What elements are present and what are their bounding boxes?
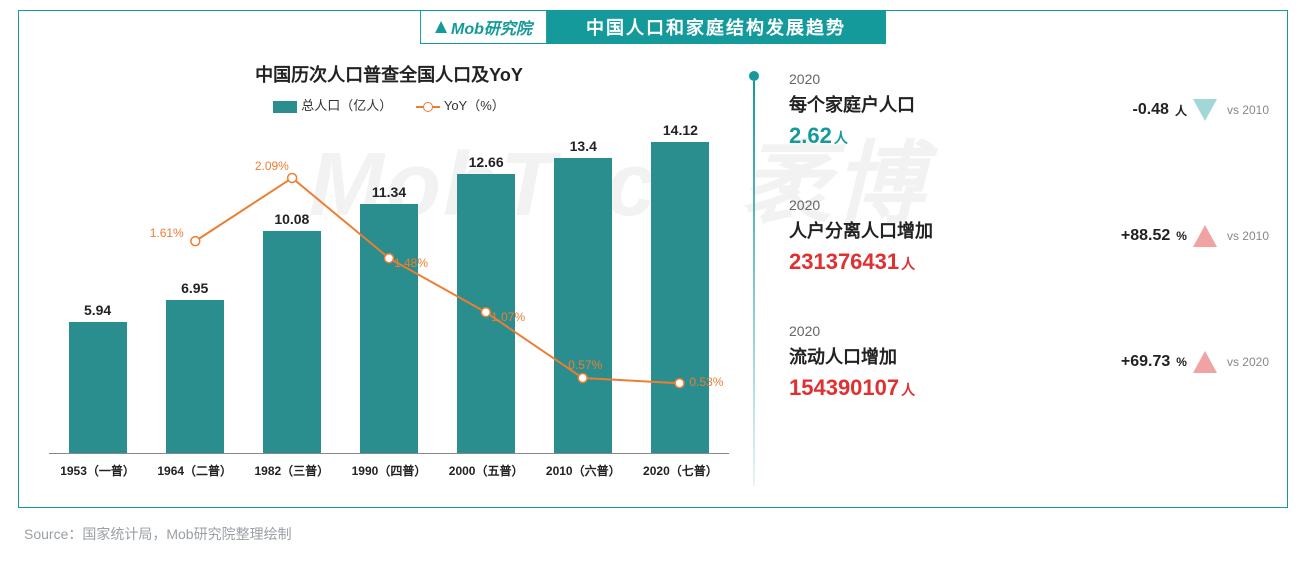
line-point-label: 1.07% bbox=[491, 310, 525, 324]
chart-title: 中国历次人口普查全国人口及YoY bbox=[49, 61, 729, 87]
stat-label: 流动人口增加 bbox=[789, 343, 915, 369]
stat-block: 2020 人户分离人口增加 231376431人 +88.52% vs 2010 bbox=[789, 197, 1269, 275]
arrow-down-icon bbox=[1193, 99, 1217, 121]
stat-label: 每个家庭户人口 bbox=[789, 91, 915, 117]
bar bbox=[554, 158, 612, 453]
bar-value-label: 13.4 bbox=[570, 138, 597, 154]
bar bbox=[360, 204, 418, 453]
stat-block: 2020 每个家庭户人口 2.62人 -0.48 人 vs 2010 bbox=[789, 71, 1269, 149]
line-point-label: 0.57% bbox=[568, 358, 602, 372]
x-tick-label: 2000（五普） bbox=[439, 462, 533, 479]
bar bbox=[651, 142, 709, 453]
x-axis-labels: 1953（一普）1964（二普）1982（三普）1990（四普）2000（五普）… bbox=[49, 454, 729, 479]
divider-dot-icon bbox=[749, 71, 759, 81]
stat-value: 154390107人 bbox=[789, 375, 915, 401]
page-title: 中国人口和家庭结构发展趋势 bbox=[546, 10, 886, 44]
stat-delta-value: -0.48 bbox=[1132, 101, 1168, 119]
legend-bar: 总人口（亿人） bbox=[273, 98, 396, 113]
line-swatch-icon bbox=[416, 106, 440, 108]
chart-legend: 总人口（亿人） YoY（%） bbox=[49, 95, 729, 114]
stat-delta: -0.48 人 vs 2010 bbox=[1132, 99, 1269, 121]
stat-delta: +88.52% vs 2010 bbox=[1121, 225, 1269, 247]
x-tick-label: 2010（六普） bbox=[536, 462, 630, 479]
bar-slot: 14.12 bbox=[645, 122, 715, 453]
stat-vs: vs 2010 bbox=[1227, 103, 1269, 117]
bar-value-label: 5.94 bbox=[84, 302, 111, 318]
bar-value-label: 14.12 bbox=[663, 122, 698, 138]
x-tick-label: 1990（四普） bbox=[342, 462, 436, 479]
divider-line bbox=[753, 81, 755, 486]
bar bbox=[166, 300, 224, 453]
bar-slot: 6.95 bbox=[160, 280, 230, 453]
bar-slot: 5.94 bbox=[63, 302, 133, 453]
chart-plot: 5.94 6.95 10.08 11.34 12.66 13.4 14.12 1.61% 2.… bbox=[49, 124, 729, 454]
stat-vs: vs 2020 bbox=[1227, 355, 1269, 369]
bar-slot: 11.34 bbox=[354, 184, 424, 453]
stat-delta-unit: % bbox=[1176, 229, 1187, 243]
bars-row: 5.94 6.95 10.08 11.34 12.66 13.4 14.12 bbox=[49, 124, 729, 453]
arrow-up-icon bbox=[1193, 351, 1217, 373]
stat-unit: 人 bbox=[834, 130, 848, 146]
legend-bar-label: 总人口（亿人） bbox=[301, 98, 392, 113]
bar-value-label: 11.34 bbox=[372, 184, 406, 200]
bar-value-label: 12.66 bbox=[469, 154, 504, 170]
stat-delta: +69.73% vs 2020 bbox=[1121, 351, 1269, 373]
stat-left: 2020 流动人口增加 154390107人 bbox=[789, 323, 915, 401]
bar-slot: 10.08 bbox=[257, 211, 327, 453]
bar bbox=[69, 322, 127, 453]
stat-year: 2020 bbox=[789, 323, 915, 339]
arrow-up-icon bbox=[1193, 225, 1217, 247]
chart-area: 中国历次人口普查全国人口及YoY 总人口（亿人） YoY（%） 5.94 6.95… bbox=[49, 61, 729, 491]
stat-year: 2020 bbox=[789, 71, 915, 87]
bar bbox=[263, 231, 321, 453]
line-point-label: 2.09% bbox=[255, 159, 289, 173]
bar-slot: 13.4 bbox=[548, 138, 618, 453]
stat-delta-value: +69.73 bbox=[1121, 353, 1170, 371]
stat-block: 2020 流动人口增加 154390107人 +69.73% vs 2020 bbox=[789, 323, 1269, 401]
source-note: Source：国家统计局，Mob研究院整理绘制 bbox=[24, 524, 292, 544]
bar-slot: 12.66 bbox=[451, 154, 521, 453]
stat-delta-unit: 人 bbox=[1175, 102, 1187, 119]
logo-triangle-icon bbox=[435, 21, 447, 33]
stat-value: 231376431人 bbox=[789, 249, 933, 275]
bar-value-label: 10.08 bbox=[274, 211, 309, 227]
stat-year: 2020 bbox=[789, 197, 933, 213]
stat-delta-unit: % bbox=[1176, 355, 1187, 369]
stat-label: 人户分离人口增加 bbox=[789, 217, 933, 243]
line-point-label: 0.53% bbox=[689, 375, 723, 389]
line-point-label: 1.61% bbox=[150, 226, 184, 240]
chart-frame: Mob研究院 中国人口和家庭结构发展趋势 MobTech 袤博 中国历次人口普查… bbox=[18, 10, 1288, 508]
stat-delta-value: +88.52 bbox=[1121, 227, 1170, 245]
legend-line: YoY（%） bbox=[416, 98, 505, 113]
stat-unit: 人 bbox=[901, 382, 915, 398]
brand-logo-text: Mob研究院 bbox=[451, 15, 532, 39]
stat-left: 2020 人户分离人口增加 231376431人 bbox=[789, 197, 933, 275]
x-tick-label: 2020（七普） bbox=[633, 462, 727, 479]
title-ribbon: Mob研究院 中国人口和家庭结构发展趋势 bbox=[420, 10, 886, 44]
stat-left: 2020 每个家庭户人口 2.62人 bbox=[789, 71, 915, 149]
stat-unit: 人 bbox=[901, 256, 915, 272]
x-tick-label: 1982（三普） bbox=[245, 462, 339, 479]
stat-vs: vs 2010 bbox=[1227, 229, 1269, 243]
x-tick-label: 1964（二普） bbox=[148, 462, 242, 479]
x-tick-label: 1953（一普） bbox=[51, 462, 145, 479]
legend-line-label: YoY（%） bbox=[444, 98, 505, 113]
brand-logo: Mob研究院 bbox=[420, 10, 546, 44]
stat-value: 2.62人 bbox=[789, 123, 915, 149]
stats-panel: 2020 每个家庭户人口 2.62人 -0.48 人 vs 2010 2020 人户分离人口增… bbox=[789, 71, 1269, 401]
bar-value-label: 6.95 bbox=[181, 280, 208, 296]
bar-swatch-icon bbox=[273, 101, 297, 113]
line-point-label: 1.48% bbox=[394, 256, 428, 270]
